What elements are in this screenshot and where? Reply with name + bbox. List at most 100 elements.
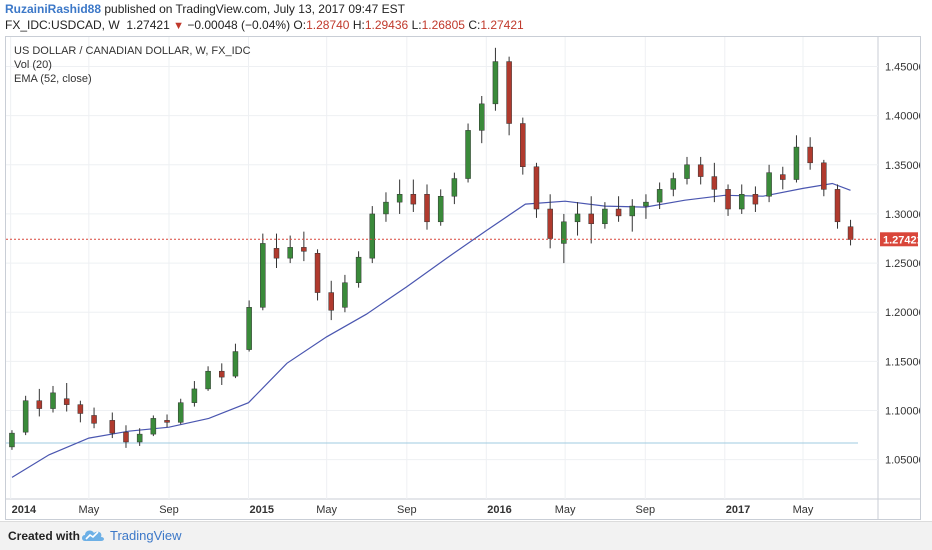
candle-body <box>684 164 690 179</box>
ema-legend[interactable]: EMA (52, close) <box>14 73 92 85</box>
candle-body <box>670 178 677 190</box>
candle-body <box>383 201 389 215</box>
candle-body <box>91 415 97 424</box>
candle-body <box>478 103 485 131</box>
candle-body <box>301 247 307 252</box>
published-text: published on TradingView.com, July 13, 2… <box>104 2 406 16</box>
candle-body <box>22 400 29 433</box>
tradingview-cloud-icon[interactable] <box>80 525 106 547</box>
candle-body <box>260 243 266 308</box>
y-tick-label: 1.30000 <box>885 209 920 221</box>
candle-body <box>369 213 376 259</box>
close-label: C: <box>468 18 481 32</box>
low-value: 1.26805 <box>421 18 465 32</box>
candle-body <box>287 247 293 259</box>
x-tick-label: Sep <box>159 504 179 516</box>
candle-body <box>697 164 704 177</box>
y-tick-label: 1.05000 <box>885 455 920 467</box>
candle-body <box>246 307 252 350</box>
x-tick-label: May <box>78 504 99 516</box>
x-tick-label: 2015 <box>249 504 273 516</box>
candle-body <box>191 388 198 403</box>
candle-body <box>506 61 512 124</box>
chart-panel[interactable]: 1.45000 1.40000 1.35000 1.30000 1.25000 1.200… <box>5 36 921 520</box>
candle-body <box>574 213 581 223</box>
candle-body <box>643 201 649 207</box>
candle-body <box>738 194 745 210</box>
candle-body <box>725 189 731 210</box>
open-value: 1.28740 <box>306 18 350 32</box>
candle-body <box>533 166 540 210</box>
x-tick-label: 2014 <box>12 504 37 516</box>
candle-body <box>780 174 786 180</box>
x-tick-label: Sep <box>636 504 656 516</box>
candle-body <box>629 205 636 217</box>
candle-body <box>232 351 239 377</box>
candle-body <box>847 226 854 240</box>
tradingview-brand[interactable]: TradingView <box>110 528 182 543</box>
y-tick-label: 1.40000 <box>885 111 920 123</box>
candle-body <box>656 189 663 203</box>
candle-body <box>164 420 170 423</box>
candle-body <box>615 208 622 217</box>
open-label: O: <box>293 18 307 32</box>
candle-body <box>437 195 444 223</box>
close-value: 1.27421 <box>480 18 524 32</box>
candle-body <box>588 213 594 225</box>
candle-body <box>63 398 70 405</box>
volume-legend[interactable]: Vol (20) <box>14 59 52 71</box>
y-tick-label: 1.35000 <box>885 160 920 172</box>
candle-body <box>136 433 143 443</box>
x-tick-label: 2017 <box>726 504 750 516</box>
x-tick-label: May <box>316 504 337 516</box>
high-value: 1.29436 <box>364 18 409 32</box>
candle-body <box>766 172 772 197</box>
candle-body <box>109 420 116 434</box>
candle-body <box>219 370 225 378</box>
candle-body <box>807 146 813 164</box>
candle-body <box>342 282 348 308</box>
last-price-badge <box>880 232 918 247</box>
candle-body <box>451 178 458 197</box>
candle-body <box>561 221 567 244</box>
candle-body <box>547 208 553 239</box>
last-price-label: 1.27421 <box>883 234 920 246</box>
candle-body <box>355 256 362 283</box>
created-with-text: Created with <box>8 529 81 543</box>
candle-body <box>328 292 334 311</box>
candle-body <box>821 162 827 190</box>
candle-body <box>752 194 759 205</box>
candle-body <box>492 61 499 105</box>
candle-body <box>424 194 430 223</box>
y-tick-label: 1.45000 <box>885 61 920 73</box>
candle-body <box>314 253 321 293</box>
candlestick-chart[interactable]: 1.45000 1.40000 1.35000 1.30000 1.25000 1.200… <box>6 37 920 519</box>
x-tick-label: May <box>555 504 576 516</box>
candle-body <box>50 392 56 409</box>
footer-bar: Created with TradingView <box>0 521 932 550</box>
last-price: 1.27421 <box>126 18 170 32</box>
symbol-label: FX_IDC:USDCAD, W <box>5 18 120 32</box>
low-label: L: <box>411 18 422 32</box>
candle-body <box>123 431 129 443</box>
candle-body <box>465 130 471 179</box>
candle-body <box>834 189 841 223</box>
author-name[interactable]: RuzainiRashid88 <box>5 2 102 16</box>
x-tick-label: May <box>793 504 814 516</box>
candle-body <box>77 404 84 414</box>
y-tick-label: 1.20000 <box>885 307 920 319</box>
publish-line: RuzainiRashid88 published on TradingView… <box>5 2 405 16</box>
candle-body <box>711 176 718 190</box>
y-tick-label: 1.10000 <box>885 406 920 418</box>
candle-body <box>520 123 526 168</box>
x-tick-label: 2016 <box>487 504 511 516</box>
candle-body <box>410 194 417 205</box>
y-tick-label: 1.15000 <box>885 356 920 368</box>
quote-line: FX_IDC:USDCAD, W 1.27421 ▼ −0.00048 (−0.… <box>5 18 524 32</box>
candle-body <box>36 400 43 409</box>
candle-body <box>602 208 608 225</box>
chart-title: US DOLLAR / CANADIAN DOLLAR, W, FX_IDC <box>14 45 251 57</box>
candle-body <box>177 402 184 423</box>
chart-legend: US DOLLAR / CANADIAN DOLLAR, W, FX_IDC V… <box>14 44 251 86</box>
candle-body <box>396 194 403 203</box>
